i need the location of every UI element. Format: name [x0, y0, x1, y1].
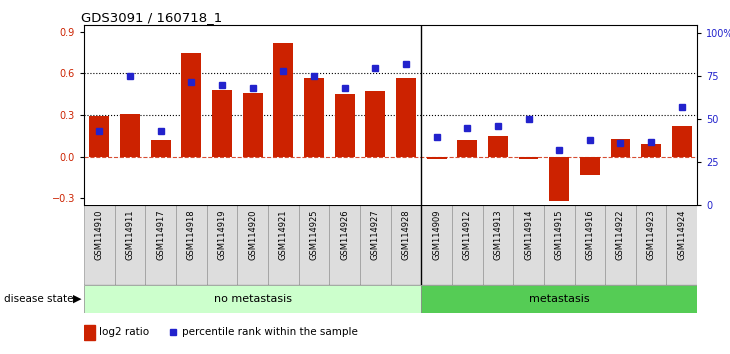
- Bar: [518, 157, 539, 160]
- Bar: [84, 285, 421, 313]
- Bar: [150, 140, 171, 157]
- Text: GSM114910: GSM114910: [95, 209, 104, 260]
- Bar: [334, 94, 355, 157]
- Bar: [212, 90, 232, 157]
- Text: log2 ratio: log2 ratio: [99, 327, 150, 337]
- Bar: [672, 126, 692, 157]
- Text: GSM114923: GSM114923: [647, 209, 656, 260]
- Bar: [89, 116, 110, 157]
- Bar: [636, 205, 666, 285]
- Bar: [84, 205, 115, 285]
- Text: disease state: disease state: [4, 294, 73, 304]
- Bar: [329, 205, 360, 285]
- Text: GSM114915: GSM114915: [555, 209, 564, 260]
- Bar: [273, 43, 293, 157]
- Text: GSM114925: GSM114925: [310, 209, 318, 260]
- Bar: [575, 205, 605, 285]
- Bar: [396, 78, 416, 157]
- Bar: [605, 205, 636, 285]
- Bar: [666, 205, 697, 285]
- Bar: [488, 136, 508, 157]
- Bar: [181, 52, 201, 157]
- Text: no metastasis: no metastasis: [214, 294, 291, 304]
- Bar: [237, 205, 268, 285]
- Text: GSM114909: GSM114909: [432, 209, 441, 260]
- Bar: [580, 157, 600, 175]
- Text: GSM114926: GSM114926: [340, 209, 349, 260]
- Text: GSM114922: GSM114922: [616, 209, 625, 260]
- Text: GSM114917: GSM114917: [156, 209, 165, 260]
- Bar: [452, 205, 483, 285]
- Bar: [304, 78, 324, 157]
- Bar: [391, 205, 421, 285]
- Bar: [145, 205, 176, 285]
- Bar: [641, 144, 661, 157]
- Bar: [610, 139, 631, 157]
- Bar: [120, 114, 140, 157]
- Bar: [207, 205, 237, 285]
- Text: GSM114927: GSM114927: [371, 209, 380, 260]
- Bar: [299, 205, 329, 285]
- Bar: [426, 157, 447, 160]
- Text: GSM114928: GSM114928: [402, 209, 410, 260]
- Text: GSM114921: GSM114921: [279, 209, 288, 260]
- Text: metastasis: metastasis: [529, 294, 590, 304]
- Text: GSM114920: GSM114920: [248, 209, 257, 260]
- Bar: [421, 205, 452, 285]
- Text: GSM114918: GSM114918: [187, 209, 196, 260]
- Bar: [457, 140, 477, 157]
- Bar: [513, 205, 544, 285]
- Text: GSM114916: GSM114916: [585, 209, 594, 260]
- Text: GSM114924: GSM114924: [677, 209, 686, 260]
- Text: GSM114919: GSM114919: [218, 209, 226, 260]
- Text: GSM114912: GSM114912: [463, 209, 472, 260]
- Text: GDS3091 / 160718_1: GDS3091 / 160718_1: [81, 11, 222, 24]
- Bar: [549, 157, 569, 201]
- Bar: [115, 205, 145, 285]
- Bar: [242, 93, 263, 157]
- Bar: [421, 285, 697, 313]
- Text: GSM114913: GSM114913: [493, 209, 502, 260]
- Text: GSM114914: GSM114914: [524, 209, 533, 260]
- Bar: [176, 205, 207, 285]
- Bar: [360, 205, 391, 285]
- Text: percentile rank within the sample: percentile rank within the sample: [182, 327, 358, 337]
- Text: GSM114911: GSM114911: [126, 209, 134, 260]
- Bar: [268, 205, 299, 285]
- Text: ▶: ▶: [73, 294, 82, 304]
- Bar: [483, 205, 513, 285]
- Bar: [365, 91, 385, 157]
- Bar: [544, 205, 575, 285]
- Bar: [84, 325, 95, 340]
